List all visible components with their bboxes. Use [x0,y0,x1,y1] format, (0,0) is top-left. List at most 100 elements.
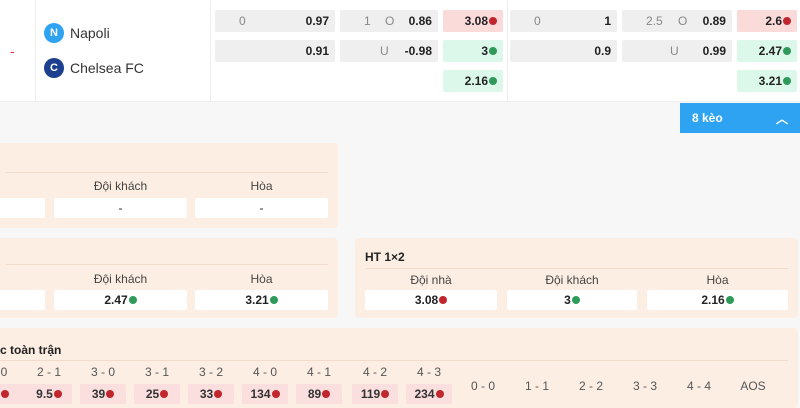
odds-home[interactable] [0,198,45,218]
divider [6,264,328,265]
odds-value: 2.47 [104,293,128,307]
header-away: Đội khách [545,273,599,287]
trend-down-icon [0,390,9,398]
odds-value: 0.86 [408,14,432,28]
odds-value: 9.5 [36,387,53,401]
score-header: 2 - 2 [578,379,603,393]
match-score: - [10,43,15,59]
trend-down-icon [214,390,223,398]
odds-home[interactable]: 3.08 [365,290,497,310]
odds-value: 2.6 [765,14,782,28]
header-away: Đội khách [93,179,148,193]
odds-cell[interactable]: 3 [443,40,503,62]
odds-cell[interactable]: 0.91 [215,40,335,62]
panel-ht-1x2: HT 1×2 Đội nhà Đội khách Hòa 3.08 3 2.16 [355,238,798,318]
score-header: 3 - 0 [90,365,115,379]
divider [365,268,788,269]
odds-away[interactable]: 3 [507,290,637,310]
panel-1: Đội khách Hòa - - [0,143,338,228]
panel-title: HT 1×2 [365,250,405,264]
trend-up-icon [269,296,278,304]
divider [0,360,788,361]
trend-up-icon [571,296,580,304]
score-header: 0 [0,365,8,379]
score-odds[interactable] [0,384,27,404]
header-draw: Hòa [706,273,729,287]
score-odds[interactable]: 9.5 [26,384,72,404]
home-team[interactable]: N Napoli [44,23,110,43]
odds-value: 3.21 [245,293,269,307]
score-header: 4 - 1 [306,365,331,379]
odds-cell[interactable]: 2.5 O 0.89 [622,10,732,32]
score-odds[interactable]: 134 [242,384,288,404]
odds-cell[interactable]: 2.47 [737,40,797,62]
odds-value: 3.08 [464,14,488,28]
trend-down-icon [160,390,169,398]
line-value: 0 [534,14,541,28]
home-team-name: Napoli [70,25,110,41]
divider [6,172,328,173]
more-odds-button[interactable]: 8 kèo ︿ [680,103,800,133]
trend-up-icon [128,296,137,304]
odds-cell[interactable]: 2.16 [443,70,503,92]
score-odds[interactable]: 119 [352,384,398,404]
odds-cell[interactable]: U -0.98 [340,40,438,62]
odds-away[interactable]: 2.47 [54,290,187,310]
trend-down-icon [271,390,280,398]
trend-down-icon [489,17,497,25]
odds-draw[interactable]: 3.21 [195,290,328,310]
odds-cell[interactable]: U 0.99 [622,40,732,62]
odds-value: 234 [414,387,435,401]
odds-value: 0.91 [305,44,329,58]
line-value: 0 [239,14,246,28]
score-header: 3 - 1 [144,365,169,379]
more-odds-label: 8 kèo [692,111,723,125]
chevron-up-icon: ︿ [775,111,788,126]
odds-draw[interactable]: 2.16 [647,290,788,310]
score-odds[interactable]: 33 [188,384,234,404]
away-team[interactable]: C Chelsea FC [44,58,144,78]
odds-home[interactable] [0,290,45,310]
score-header: 4 - 0 [252,365,277,379]
trend-up-icon [725,296,734,304]
panel-2: Đội khách Hòa 2.47 3.21 [0,238,338,318]
score-header: 4 - 4 [686,379,711,393]
trend-up-icon [783,77,791,85]
odds-value: 3 [481,44,488,58]
trend-down-icon [381,390,390,398]
header-draw: Hòa [250,179,273,193]
line-value: O [677,14,688,28]
odds-draw[interactable]: - [195,198,328,218]
odds-cell[interactable]: 0.9 [510,40,617,62]
napoli-logo-icon: N [44,23,64,43]
line-value: O [384,14,395,28]
line-value: U [669,44,679,58]
score-header: 0 - 0 [470,379,495,393]
score-header: 3 - 3 [632,379,657,393]
header-home: Đội nhà [410,273,452,287]
odds-value: 3.21 [758,74,782,88]
odds-value: -0.98 [404,44,432,58]
odds-cell[interactable]: 3.21 [737,70,797,92]
trend-down-icon [53,390,62,398]
score-header: AOS [740,379,766,393]
odds-value: 25 [145,387,160,401]
teams-column: N Napoli C Chelsea FC [35,0,211,102]
odds-value: 1 [604,14,611,28]
score-odds[interactable]: 89 [296,384,342,404]
score-header: 4 - 2 [362,365,387,379]
trend-down-icon [106,390,115,398]
odds-cell[interactable]: 0 0.97 [215,10,335,32]
odds-value: 0.97 [305,14,329,28]
odds-cell[interactable]: 3.08 [443,10,503,32]
odds-away[interactable]: - [54,198,187,218]
odds-value: 3.08 [414,293,439,307]
trend-down-icon [435,390,444,398]
score-odds[interactable]: 25 [134,384,180,404]
score-odds[interactable]: 39 [80,384,126,404]
score-odds[interactable]: 234 [406,384,452,404]
odds-cell[interactable]: 2.6 [737,10,797,32]
odds-cell[interactable]: 1 O 0.86 [340,10,438,32]
odds-value: 0.99 [702,44,726,58]
